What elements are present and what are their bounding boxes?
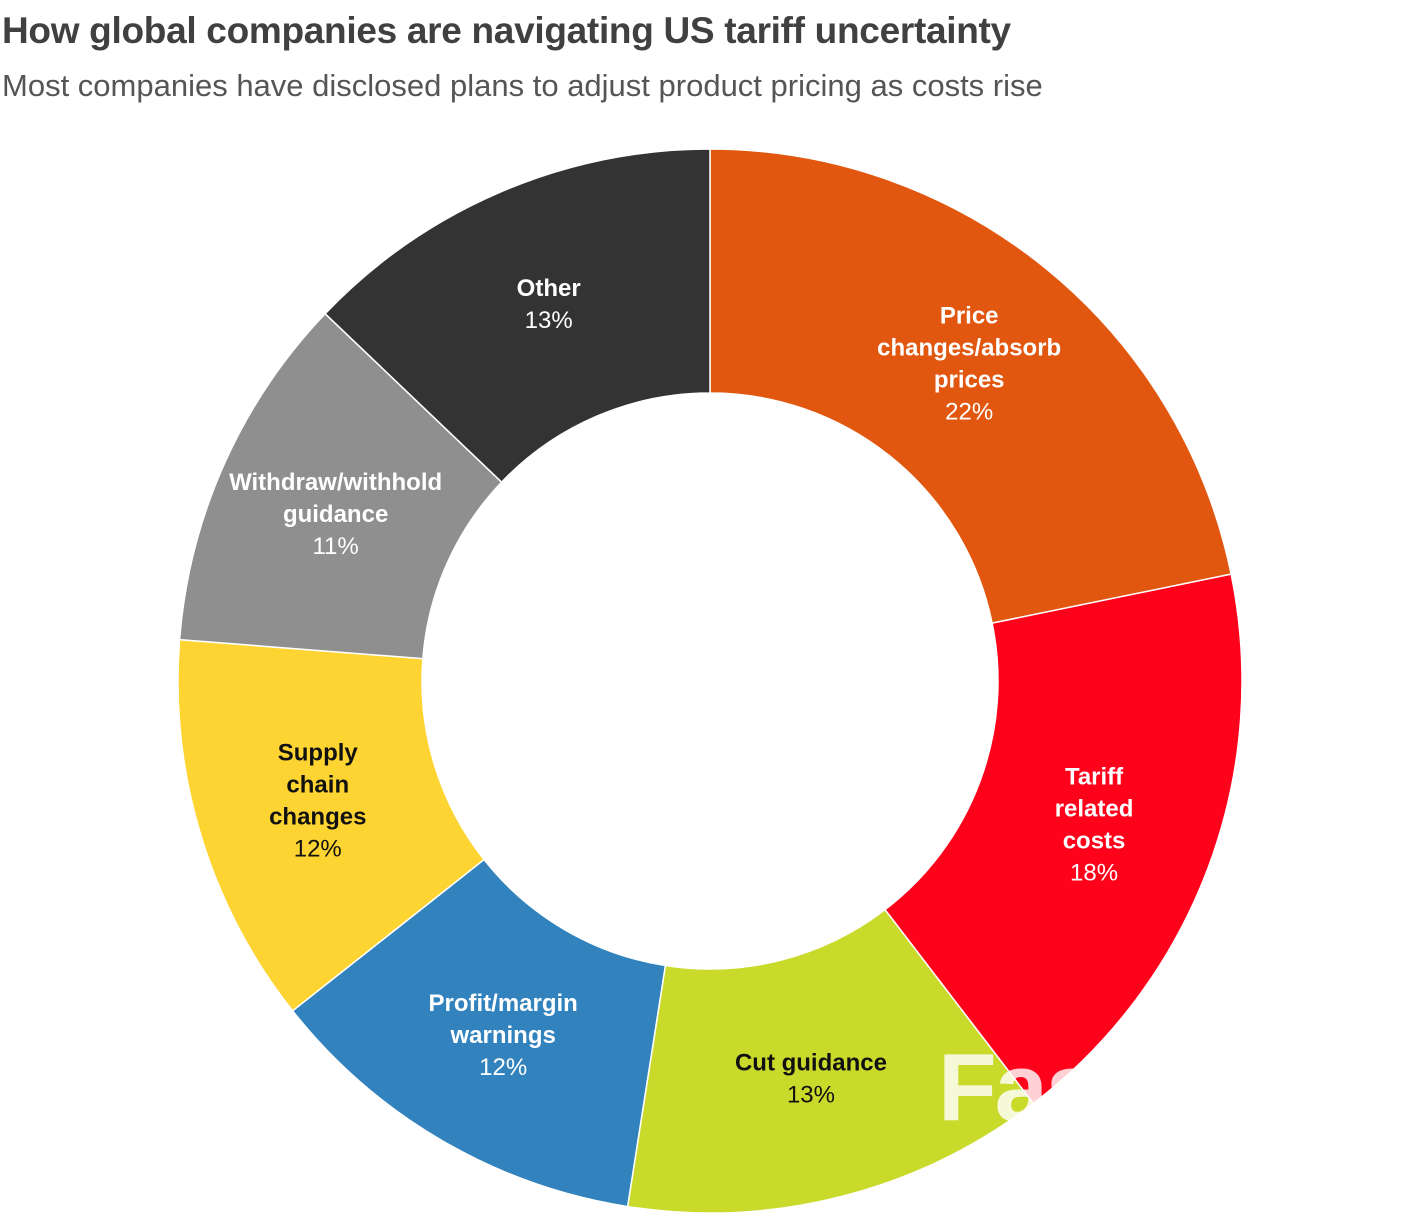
donut-slices: [177, 148, 1243, 1214]
watermark-text: FastBull: [938, 1034, 1301, 1141]
slice-name-line: guidance: [283, 501, 388, 528]
slice-name-line: changes: [269, 803, 366, 830]
watermark: FastBull: [938, 1034, 1303, 1141]
slice-label-other: Other 13%: [517, 275, 581, 334]
slice-name-line: Other: [517, 275, 581, 302]
slice-value-label: 12%: [479, 1054, 527, 1081]
slice-label-supply-chain-changes: Supply chain changes 12%: [269, 739, 366, 862]
slice-name-line: Tariff: [1065, 764, 1124, 791]
slice-value-label: 13%: [787, 1081, 835, 1108]
slice-withdraw-withhold-guidance: [178, 312, 503, 660]
slice-value-label: 13%: [525, 307, 573, 334]
slice-other: [324, 148, 711, 484]
slice-label-tariff-related-costs: Tariff related costs 18%: [1055, 764, 1134, 887]
slice-value-label: 22%: [945, 398, 993, 425]
slice-name-line: changes/absorb: [877, 334, 1061, 361]
slice-name-line: warnings: [449, 1022, 555, 1049]
slice-value-label: 11%: [312, 533, 358, 560]
slice-label-cut-guidance: Cut guidance 13%: [735, 1049, 887, 1108]
chart-title: How global companies are navigating US t…: [2, 10, 1011, 51]
slice-cut-guidance: [626, 908, 1035, 1214]
slice-label-profit-margin-warnings: Profit/margin warnings 12%: [428, 990, 577, 1081]
slice-profit-margin-warnings: [291, 858, 667, 1208]
slice-labels: Price changes/absorb prices 22% Tariff relate…: [229, 275, 1133, 1108]
slice-supply-chain-changes: [177, 638, 486, 1012]
slice-name-line: related: [1055, 796, 1134, 823]
slice-label-withdraw-withhold-guidance: Withdraw/withhold guidance 11%: [229, 469, 442, 560]
slice-name-line: Profit/margin: [428, 990, 577, 1017]
slice-name-line: prices: [934, 366, 1005, 393]
slice-name-line: chain: [286, 771, 349, 798]
slice-name-line: Cut guidance: [735, 1049, 887, 1076]
slice-price-changes-absorb-prices: [709, 148, 1233, 625]
slice-name-line: costs: [1063, 828, 1126, 855]
slice-value-label: 18%: [1070, 860, 1118, 887]
slice-label-price-changes-absorb-prices: Price changes/absorb prices 22%: [877, 302, 1061, 425]
slice-name-line: Supply: [278, 739, 359, 766]
slice-tariff-related-costs: [883, 573, 1243, 1105]
slice-name-line: Withdraw/withhold: [229, 469, 442, 496]
slice-name-line: Price: [940, 302, 999, 329]
chart-subtitle: Most companies have disclosed plans to a…: [2, 68, 1043, 103]
slice-value-label: 12%: [294, 835, 342, 862]
